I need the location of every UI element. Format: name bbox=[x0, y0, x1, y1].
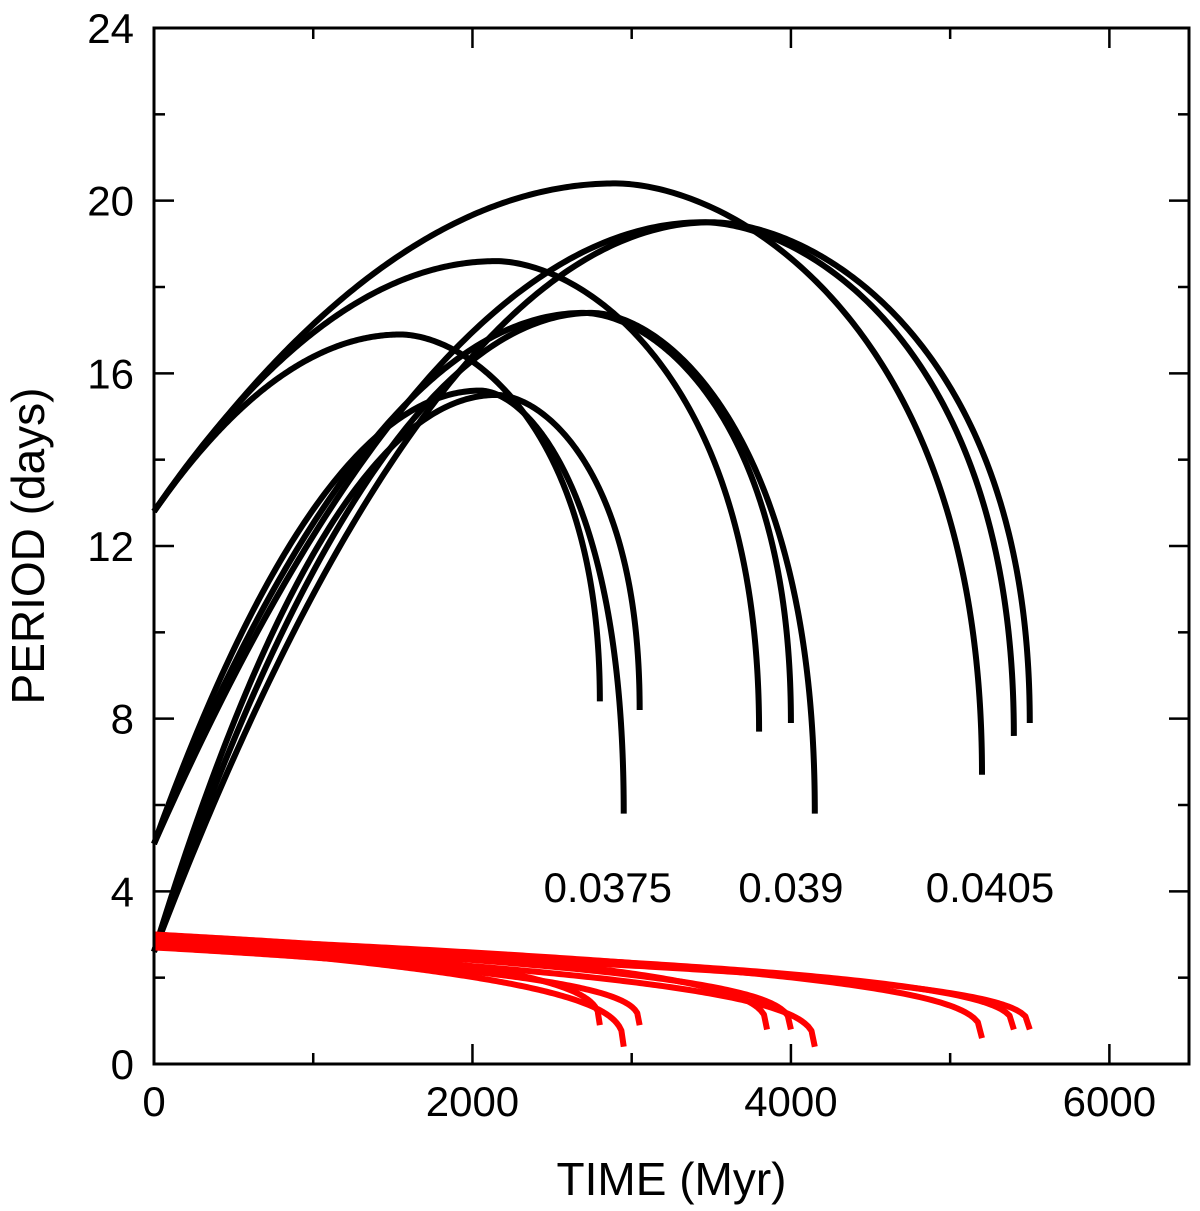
y-tick-label: 8 bbox=[111, 696, 134, 743]
black-series-line bbox=[151, 391, 643, 953]
annotation-label: 0.039 bbox=[738, 864, 843, 911]
black-series-line bbox=[151, 219, 1033, 953]
y-tick-label: 24 bbox=[87, 5, 134, 52]
x-tick-label: 4000 bbox=[744, 1078, 837, 1125]
annotation-label: 0.0405 bbox=[926, 864, 1054, 911]
tick-labels: 0 2000 4000 6000 0 4 8 12 16 20 24 bbox=[87, 5, 1156, 1125]
plot-frame bbox=[152, 26, 1191, 1066]
y-tick-label: 12 bbox=[87, 523, 134, 570]
x-tick-label: 6000 bbox=[1063, 1078, 1156, 1125]
x-tick-label: 2000 bbox=[426, 1078, 519, 1125]
series-group bbox=[151, 180, 1033, 1048]
annotation-label: 0.0375 bbox=[544, 864, 672, 911]
y-tick-label: 4 bbox=[111, 868, 134, 915]
black-series-line bbox=[151, 331, 603, 702]
y-axis-title: PERIOD (days) bbox=[2, 388, 54, 705]
x-tick-label: 0 bbox=[142, 1078, 165, 1125]
x-axis-title: TIME (Myr) bbox=[557, 1153, 787, 1205]
y-tick-label: 20 bbox=[87, 178, 134, 225]
y-tick-label: 0 bbox=[111, 1041, 134, 1088]
black-series-line bbox=[151, 180, 985, 775]
annotations: 0.0375 0.039 0.0405 bbox=[544, 864, 1055, 911]
black-series-line bbox=[151, 387, 627, 845]
y-tick-label: 16 bbox=[87, 350, 134, 397]
red-series-line bbox=[153, 942, 1033, 1031]
black-series-line bbox=[151, 309, 818, 953]
